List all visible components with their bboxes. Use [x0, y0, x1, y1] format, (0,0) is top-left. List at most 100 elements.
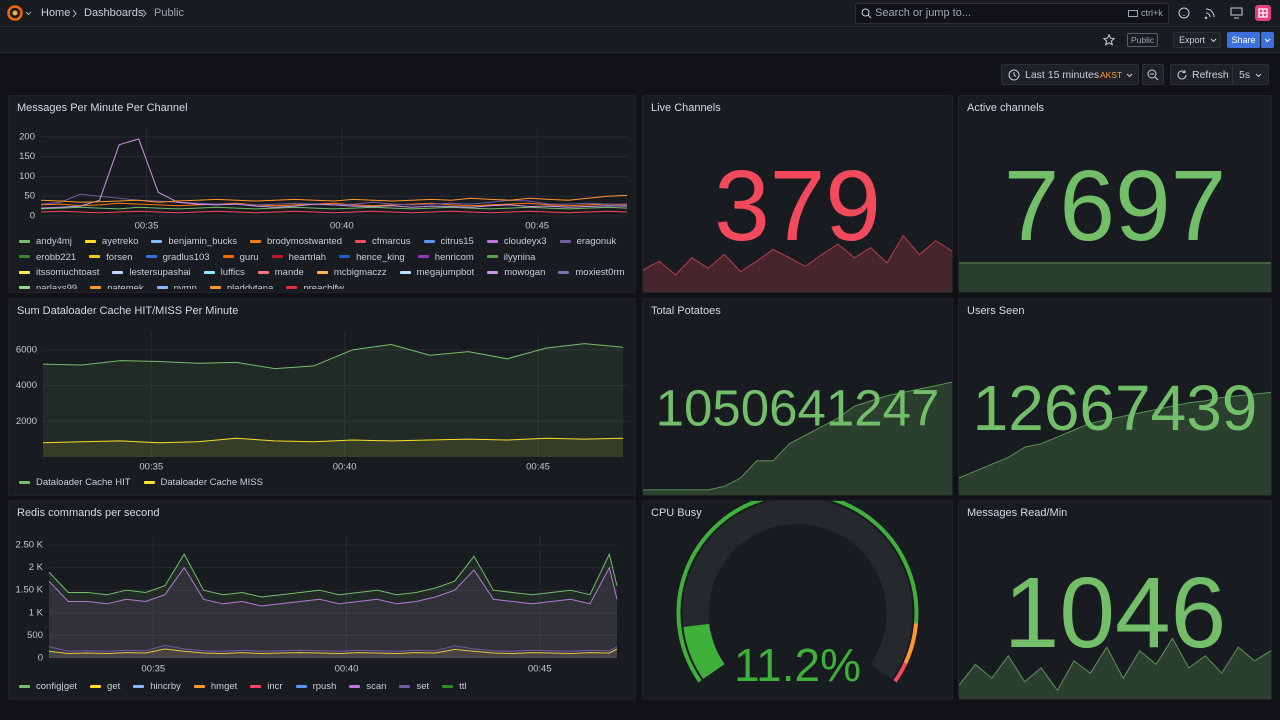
legend-item: nymn	[156, 281, 197, 289]
export-button[interactable]: Export	[1173, 32, 1221, 48]
legend-item: get	[90, 679, 120, 697]
stat-value: 7697	[1004, 150, 1226, 262]
threshold-band	[903, 623, 918, 665]
share-dropdown[interactable]	[1261, 32, 1274, 48]
panel-graph: 379	[643, 150, 952, 292]
legend-label: Dataloader Cache MISS	[160, 477, 263, 488]
series-line	[40, 206, 628, 210]
legend-label: hincrby	[150, 681, 181, 692]
legend-label: guru	[239, 251, 259, 263]
legend-item: pladdytana	[209, 281, 274, 290]
panel-graph: 0 500 1 K 1.50 K 2 K 2.50 K 00:35 00:40 00:45	[16, 536, 618, 675]
refresh-picker[interactable]: Refresh 5s	[1170, 64, 1269, 85]
threshold-band	[676, 501, 919, 683]
legend-swatch	[19, 480, 30, 484]
legend-item: megajumpbot	[399, 265, 474, 281]
search-box[interactable]: Search or jump to... ctrl+k	[855, 3, 1169, 24]
legend-item: narlaxs99	[19, 281, 78, 290]
legend-swatch	[486, 255, 498, 259]
legend-label: henricom	[434, 251, 474, 263]
time-range-picker[interactable]: Last 15 minutes AKST	[1001, 64, 1139, 85]
threshold-band	[893, 662, 908, 683]
sparkline-line	[643, 381, 952, 491]
legend-item: luffics	[203, 265, 245, 281]
legend-label: config|get	[36, 681, 78, 692]
panel-title: CPU Busy	[651, 507, 702, 519]
star-icon[interactable]	[1103, 34, 1115, 46]
legend-label: andy4mj	[36, 236, 72, 247]
panel: Messages Read/Min 1046	[958, 500, 1272, 700]
legend-swatch	[145, 255, 157, 259]
y-tick-label: 1.50 K	[16, 585, 44, 596]
panel-title: Active channels	[967, 102, 1045, 114]
panel: Live Channels 379	[642, 95, 953, 293]
x-tick-label: 00:35	[141, 664, 165, 675]
legend-swatch	[558, 270, 570, 274]
series-area	[43, 438, 624, 457]
share-button[interactable]: Share	[1227, 32, 1260, 48]
chevron	[1210, 38, 1217, 43]
x-tick-label: 00:35	[139, 462, 163, 473]
legend-label: luffics	[220, 267, 245, 278]
legend-swatch	[250, 684, 262, 688]
panel-graph: 2000 4000 6000 00:35 00:40 00:45	[16, 332, 627, 473]
legend-swatch	[417, 255, 429, 259]
breadcrumb: Public	[154, 7, 184, 19]
chevron	[1126, 73, 1133, 78]
stat-value: 379	[714, 150, 881, 262]
legend: andy4mj ayetreko benjamin_bucks brodymostwa…	[19, 234, 627, 289]
legend-swatch	[112, 270, 124, 274]
legend-swatch	[442, 684, 454, 688]
legend-swatch	[19, 270, 30, 274]
breadcrumb[interactable]: Dashboards	[84, 7, 144, 19]
legend-label: heartrlah	[288, 251, 327, 263]
sparkline-line	[959, 391, 1271, 479]
legend-swatch	[250, 239, 262, 243]
gauge-label: 11.2%	[734, 639, 861, 691]
panel-title: Users Seen	[967, 305, 1025, 317]
kiosk-icon[interactable]	[1230, 7, 1243, 19]
legend-item: set	[399, 679, 429, 697]
y-tick-label: 2 K	[29, 562, 44, 573]
legend-label: pladdytana	[226, 282, 274, 290]
time-range: Last 15 minutes	[1025, 69, 1100, 81]
y-tick-label: 0	[38, 653, 43, 664]
legend-label: erobb221	[36, 251, 77, 263]
legend-label: ttl	[459, 681, 467, 692]
series-area	[49, 567, 617, 658]
panel-graph: 0 50 100 150 200 00:35 00:40 00:45	[19, 129, 628, 232]
legend-swatch	[19, 239, 30, 243]
legend-item: ilyynina	[486, 250, 535, 266]
y-tick-label: 4000	[16, 380, 37, 391]
panel-graph: 12667439	[959, 372, 1271, 495]
chevron	[142, 9, 147, 18]
keyboard-icon	[1128, 10, 1138, 17]
grafana-logo[interactable]	[7, 5, 33, 21]
x-tick-label: 00:45	[528, 664, 552, 675]
breadcrumb[interactable]: Home	[41, 7, 71, 19]
legend-label: rpush	[312, 681, 337, 692]
zoom-out-button[interactable]	[1142, 64, 1164, 85]
y-tick-label: 2.50 K	[16, 540, 44, 551]
panel-graph: 11.2%	[676, 501, 919, 691]
y-tick-label: 0	[30, 211, 35, 222]
y-tick-label: 500	[27, 630, 43, 641]
x-tick-label: 00:45	[525, 221, 549, 232]
user-avatar[interactable]	[1255, 5, 1271, 21]
help-icon[interactable]	[1178, 7, 1190, 19]
legend-swatch	[143, 480, 155, 484]
legend-label: eragonuk	[576, 236, 617, 247]
panel-graph: 1050641247	[643, 380, 952, 495]
legend-swatch	[257, 270, 269, 274]
news-icon[interactable]	[1204, 7, 1216, 19]
legend-item: citrus15	[423, 234, 474, 250]
legend-item: ayetreko	[84, 234, 138, 250]
panel-title: Sum Dataloader Cache HIT/MISS Per Minute	[17, 305, 239, 317]
x-tick-label: 00:35	[135, 221, 159, 232]
legend-label: narlaxs99	[36, 282, 78, 290]
refresh-label: Refresh	[1192, 69, 1229, 81]
legend-label: get	[107, 681, 121, 692]
y-tick-label: 100	[19, 171, 35, 182]
legend-swatch	[19, 684, 30, 688]
gauge-track	[682, 501, 913, 679]
